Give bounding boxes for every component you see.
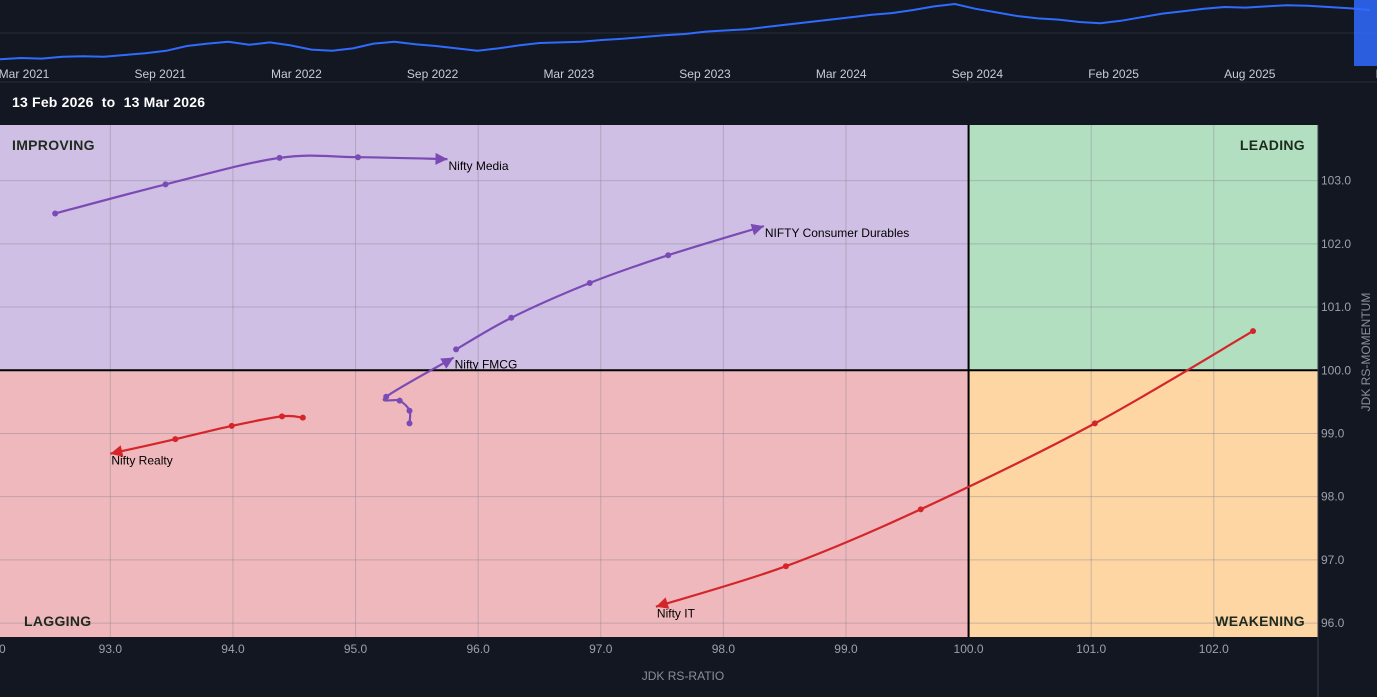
x-tick-label: 97.0 xyxy=(589,642,613,656)
tail-point[interactable] xyxy=(228,422,235,429)
timeline-label: Mar 2023 xyxy=(543,67,594,81)
head-arrow[interactable] xyxy=(435,152,448,165)
tail-point[interactable] xyxy=(172,436,179,443)
quadrant-lagging xyxy=(0,370,969,637)
x-tick-label: 96.0 xyxy=(466,642,490,656)
tail-point[interactable] xyxy=(52,210,59,217)
quadrant-label-weakening: WEAKENING xyxy=(1215,613,1305,629)
tail-point[interactable] xyxy=(162,181,169,188)
series-line xyxy=(54,154,448,215)
y-tick-label: 101.0 xyxy=(1321,300,1351,314)
series-nifty-fmcg[interactable] xyxy=(382,356,455,427)
series-nifty-it[interactable] xyxy=(655,328,1257,609)
timeline-label: Sep 2022 xyxy=(407,67,459,81)
tail-point[interactable] xyxy=(1091,420,1098,427)
head-arrow[interactable] xyxy=(110,445,124,457)
tail-point[interactable] xyxy=(278,413,285,420)
timeline-navigator[interactable]: Mar 2021 Sep 2021 Mar 2022 Sep 2022 Mar 2023… xyxy=(0,0,1377,84)
tail-point[interactable] xyxy=(355,154,362,161)
x-tick-label: 99.0 xyxy=(834,642,858,656)
timeline-label: Mar 2021 xyxy=(0,67,50,81)
quadrant-weakening xyxy=(968,370,1318,637)
x-tick-label: 93.0 xyxy=(99,642,123,656)
date-range-from: 13 Feb 2026 xyxy=(12,94,94,110)
head-arrow[interactable] xyxy=(440,357,454,369)
tail-point[interactable] xyxy=(665,252,672,259)
timeline-series-line xyxy=(0,2,1371,61)
tail-point[interactable] xyxy=(917,506,924,513)
timeline-selection-handle[interactable] xyxy=(1354,0,1377,66)
series-label: NIFTY Consumer Durables xyxy=(765,226,910,240)
timeline-label: Feb xyxy=(1376,67,1377,81)
y-tick-label: 100.0 xyxy=(1321,363,1351,377)
tail-point[interactable] xyxy=(508,314,515,321)
x-tick-label-clipped: 0 xyxy=(0,642,6,656)
series-nifty-realty[interactable] xyxy=(110,413,306,457)
tail-point[interactable] xyxy=(586,280,593,287)
x-tick-label: 95.0 xyxy=(344,642,368,656)
date-range: 13 Feb 2026 to 13 Mar 2026 xyxy=(12,94,205,114)
date-range-to: 13 Mar 2026 xyxy=(123,94,206,110)
tail-point[interactable] xyxy=(276,154,283,161)
tail-point[interactable] xyxy=(782,563,789,570)
quadrant-leading xyxy=(968,125,1318,371)
series-line xyxy=(655,330,1254,608)
timeline-label: Feb 2025 xyxy=(1088,67,1139,81)
quadrant-improving xyxy=(0,125,969,371)
timeline-label: Sep 2024 xyxy=(952,67,1004,81)
y-tick-label: 98.0 xyxy=(1321,490,1345,504)
x-tick-label: 94.0 xyxy=(221,642,245,656)
tail-point[interactable] xyxy=(299,414,306,421)
timeline-label: Sep 2023 xyxy=(679,67,731,81)
date-range-to-word: to xyxy=(101,94,116,110)
tail-point[interactable] xyxy=(453,346,460,353)
tail-point[interactable] xyxy=(406,420,413,427)
x-tick-label: 102.0 xyxy=(1199,642,1229,656)
tail-point[interactable] xyxy=(383,393,390,400)
x-tick-label: 101.0 xyxy=(1076,642,1106,656)
x-tick-label: 100.0 xyxy=(954,642,984,656)
y-tick-label: 97.0 xyxy=(1321,553,1345,567)
timeline-label: Sep 2021 xyxy=(135,67,187,81)
timeline-label: Mar 2024 xyxy=(816,67,867,81)
timeline-labels: Mar 2021 Sep 2021 Mar 2022 Sep 2022 Mar 2023… xyxy=(0,67,1377,81)
y-tick-label: 96.0 xyxy=(1321,616,1345,630)
series-nifty-consumer-durables[interactable] xyxy=(453,223,765,353)
quadrant-label-leading: LEADING xyxy=(1240,137,1305,153)
y-tick-label: 99.0 xyxy=(1321,426,1345,440)
series-label: Nifty FMCG xyxy=(455,358,518,372)
x-axis-title: JDK RS-RATIO xyxy=(642,669,724,683)
x-tick-label: 98.0 xyxy=(712,642,736,656)
timeline-label: Aug 2025 xyxy=(1224,67,1276,81)
timeline-label: Mar 2022 xyxy=(271,67,322,81)
y-tick-label: 103.0 xyxy=(1321,174,1351,188)
quadrant-label-improving: IMPROVING xyxy=(12,137,95,153)
y-tick-label: 102.0 xyxy=(1321,237,1351,251)
tail-point[interactable] xyxy=(1250,328,1257,335)
tail-point[interactable] xyxy=(396,397,403,404)
series-nifty-media[interactable] xyxy=(52,152,448,217)
quadrant-label-lagging: LAGGING xyxy=(24,613,91,629)
series-label: Nifty IT xyxy=(657,607,696,621)
y-axis-title: JDK RS-MOMENTUM xyxy=(1359,293,1373,412)
head-arrow[interactable] xyxy=(750,223,764,236)
head-arrow[interactable] xyxy=(655,597,670,609)
series-label: Nifty Media xyxy=(449,159,509,173)
tail-point[interactable] xyxy=(406,407,413,414)
series-label: Nifty Realty xyxy=(111,454,172,468)
